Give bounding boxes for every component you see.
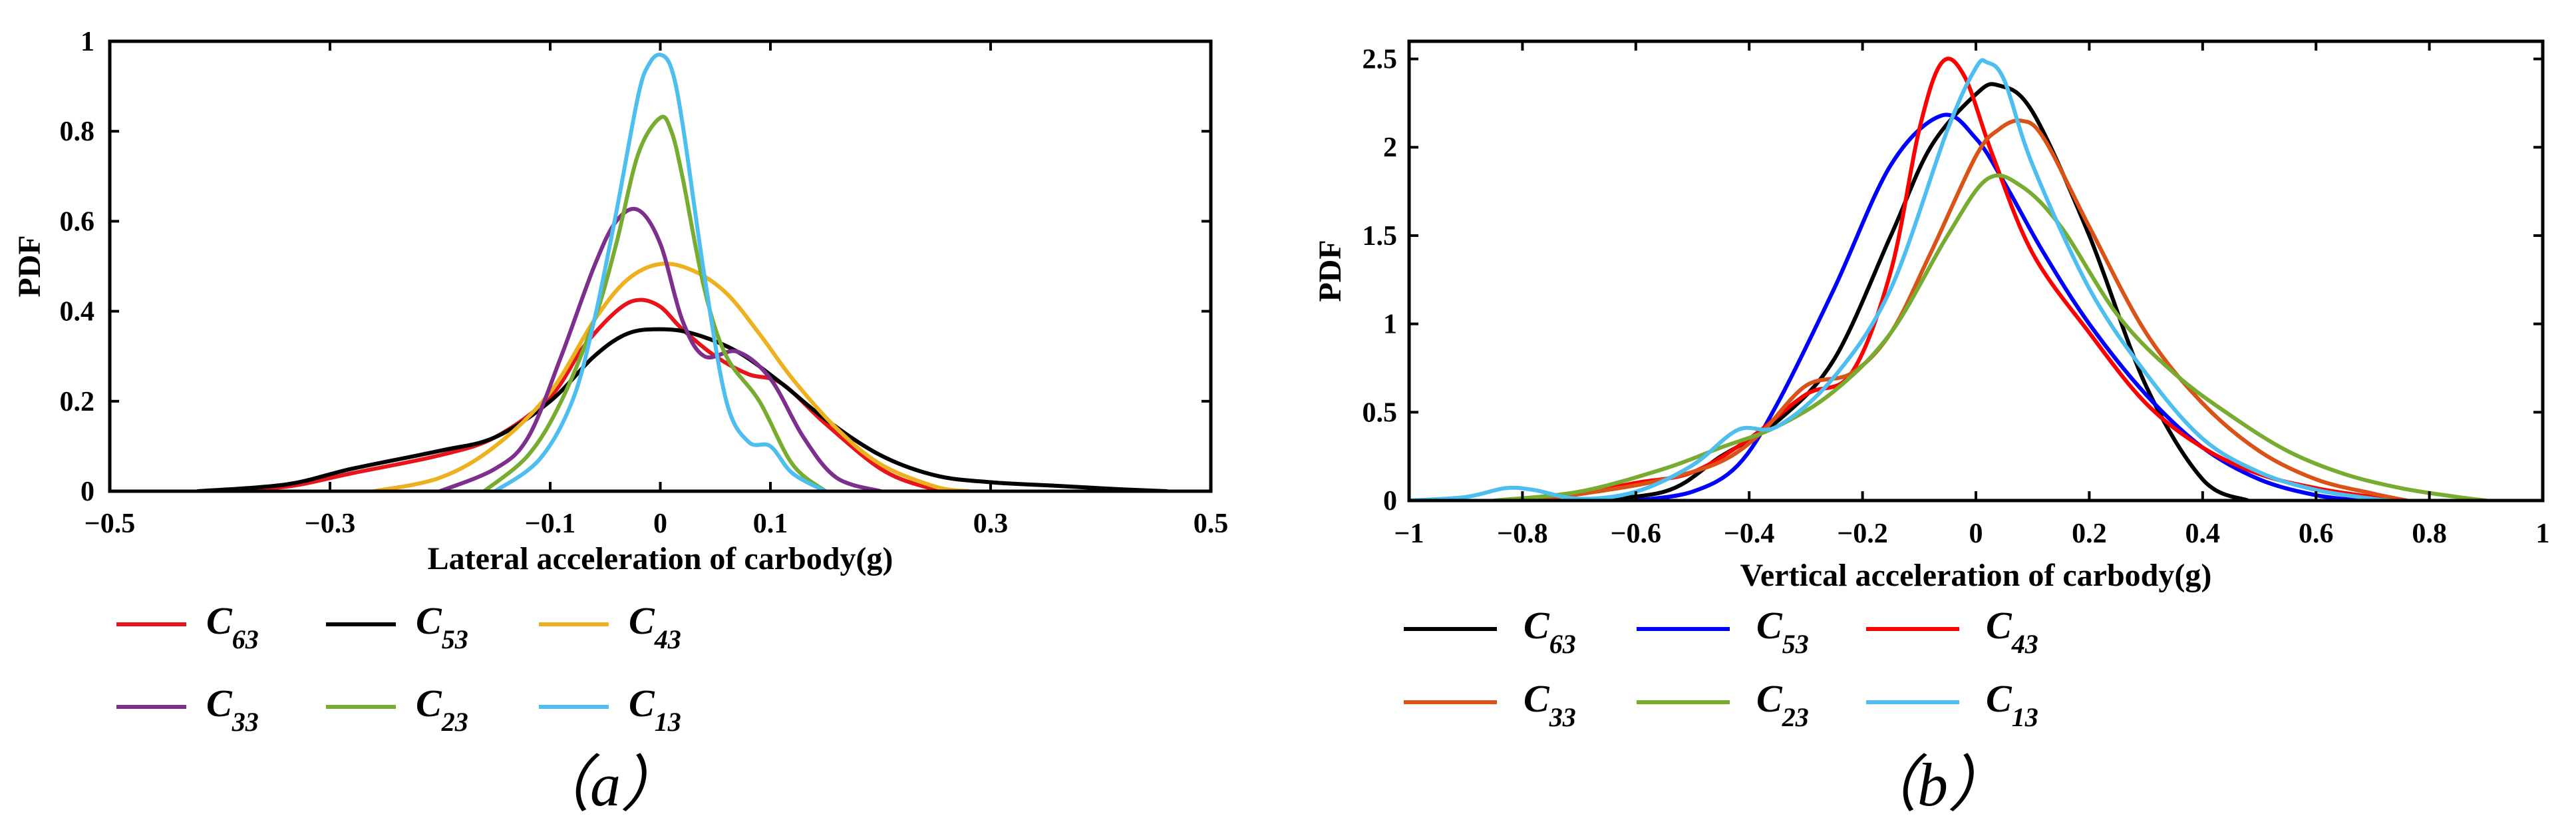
series-line-c13	[1409, 58, 2392, 501]
legend-label-subscript: 13	[2012, 702, 2038, 732]
y-tick-label: 0	[80, 477, 94, 507]
legend-label-c23: C23	[416, 682, 468, 737]
x-tick-label: 0.6	[2299, 519, 2334, 549]
chart-b-vertical-acceleration: −1 −0.8 −0.6 −0.4 −0.2 0 0.2 0.4 0.6 0.8 1 0 0.5 1 1.5…	[1313, 39, 2550, 819]
y-tick-label: 0.8	[60, 116, 95, 147]
y-axis-label: PDF	[1313, 240, 1348, 302]
legend-label-subscript: 13	[655, 707, 681, 737]
x-tick-label: −1	[1394, 519, 1424, 549]
chart-a-lateral-acceleration: −0.5 −0.3 −0.1 0 0.1 0.3 0.5 0 0.2 0.4 0.6 0.8 1 Late…	[12, 27, 1228, 819]
plot-frame	[108, 39, 1213, 493]
y-tick-label: 1.5	[1363, 221, 1398, 252]
legend-label-subscript: 43	[654, 624, 681, 654]
x-tick-label: 0.1	[753, 509, 788, 539]
panel-label: （b）	[1856, 751, 2009, 819]
x-tick-label: −0.6	[1611, 519, 1661, 549]
legend-label-subscript: 33	[1549, 702, 1576, 732]
series-group	[196, 53, 1169, 491]
x-tick-label: 0.8	[2412, 519, 2447, 549]
x-tick-label: −0.8	[1497, 519, 1547, 549]
legend-label-subscript: 43	[2011, 629, 2038, 659]
legend-label-c33: C33	[206, 682, 259, 737]
y-tick-label: 2.5	[1363, 45, 1398, 75]
y-axis-label: PDF	[12, 235, 47, 297]
series-group	[1409, 57, 2488, 501]
legend-label-c43: C43	[1986, 604, 2038, 659]
x-tick-label: 0	[653, 509, 667, 539]
legend-label-subscript: 53	[1782, 629, 1809, 659]
legend-label-c63: C63	[1524, 604, 1576, 659]
legend-label-c63: C63	[206, 599, 259, 654]
series-line-c53	[196, 327, 1169, 491]
series-line-c43	[372, 262, 971, 491]
x-tick-label: −0.5	[84, 509, 135, 539]
x-tick-label: 0	[1969, 519, 1983, 549]
x-tick-label: −0.3	[305, 509, 355, 539]
x-tick-label: 0.3	[973, 509, 1009, 539]
y-tick-label: 0.6	[60, 206, 95, 237]
y-tick-label: 0.2	[60, 387, 95, 417]
legend-label-subscript: 23	[1782, 702, 1809, 732]
x-axis-label: Vertical acceleration of carbody(g)	[1740, 558, 2212, 593]
legend-label-c13: C13	[1986, 677, 2038, 732]
x-tick-label: 0.4	[2185, 519, 2221, 549]
y-tick-label: 0	[1383, 486, 1397, 517]
series-line-c63	[207, 298, 960, 491]
x-tick-label: −0.4	[1724, 519, 1774, 549]
x-tick-label: −0.2	[1837, 519, 1887, 549]
series-line-c33	[1531, 118, 2409, 501]
x-axis-label: Lateral acceleration of carbody(g)	[428, 541, 893, 576]
y-tick-label: 1	[1383, 310, 1397, 340]
legend-label-c23: C23	[1756, 677, 1809, 732]
series-line-c13	[493, 53, 828, 491]
x-tick-label: −0.1	[525, 509, 575, 539]
series-line-c33	[438, 206, 883, 491]
legend-label-subscript: 63	[232, 624, 259, 654]
legend-label-subscript: 53	[442, 624, 468, 654]
legend-label-subscript: 23	[441, 707, 468, 737]
legend-label-c53: C53	[1756, 604, 1809, 659]
x-tick-label: 0.2	[2072, 519, 2107, 549]
y-tick-label: 2	[1383, 132, 1397, 163]
legend-label-c13: C13	[629, 682, 681, 737]
series-line-c63	[1565, 82, 2250, 501]
legend-label-c43: C43	[629, 599, 681, 654]
legend-label-subscript: 63	[1549, 629, 1576, 659]
series-line-c43	[1520, 57, 2409, 501]
y-tick-label: 0.5	[1363, 397, 1398, 428]
series-line-c23	[1492, 173, 2488, 501]
x-tick-label: 0.5	[1194, 509, 1229, 539]
legend-label-c33: C33	[1524, 677, 1576, 732]
series-line-c23	[482, 114, 828, 491]
x-tick-label: 1	[2536, 519, 2550, 549]
y-tick-label: 0.4	[60, 297, 95, 327]
legend-label-subscript: 33	[232, 707, 259, 737]
panel-label: （a）	[529, 751, 682, 819]
y-tick-label: 1	[80, 27, 94, 57]
legend-label-c53: C53	[416, 599, 468, 654]
